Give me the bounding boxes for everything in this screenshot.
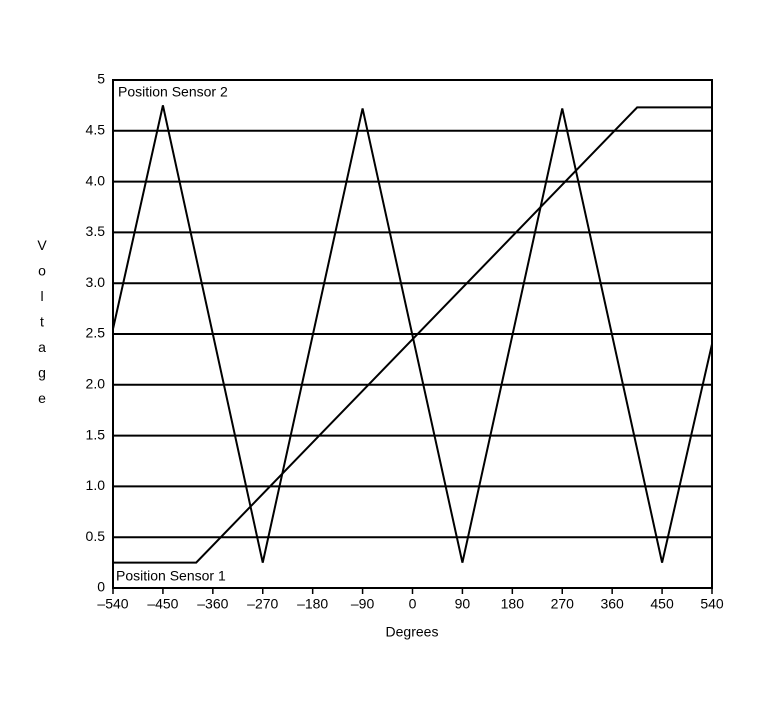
series-line [113,106,712,564]
label-bg [115,568,249,586]
x-tick-label: –90 [351,596,375,612]
y-tick-label: 4.0 [86,172,106,188]
series-label: Position Sensor 1 [116,568,226,584]
x-tick-label: –360 [197,596,228,612]
x-axis-label: Degrees [386,624,439,640]
y-tick-label: 3.5 [86,223,106,239]
x-tick-label: 180 [501,596,525,612]
y-tick-label: 1.5 [86,426,106,442]
y-tick-label: 2.5 [86,325,106,341]
y-tick-label: 1.0 [86,477,106,493]
y-tick-label: 2.0 [86,376,106,392]
y-tick-label: 0.5 [86,528,106,544]
x-tick-label: 270 [551,596,575,612]
x-tick-label: –450 [147,596,178,612]
x-tick-label: 360 [600,596,624,612]
series-line [112,105,713,563]
y-tick-label: 4.5 [86,122,106,138]
y-tick-label: 0 [97,579,105,595]
y-tick-label: 5 [97,71,105,87]
x-tick-label: –270 [247,596,278,612]
x-tick-label: –180 [297,596,328,612]
x-tick-label: 540 [700,596,724,612]
x-tick-label: 90 [455,596,471,612]
plot-frame [112,79,713,589]
x-tick-label: 0 [409,596,417,612]
x-tick-label: –540 [97,596,128,612]
x-tick-label: 450 [650,596,674,612]
y-tick-label: 3.0 [86,274,106,290]
series-label: Position Sensor 2 [118,84,228,100]
